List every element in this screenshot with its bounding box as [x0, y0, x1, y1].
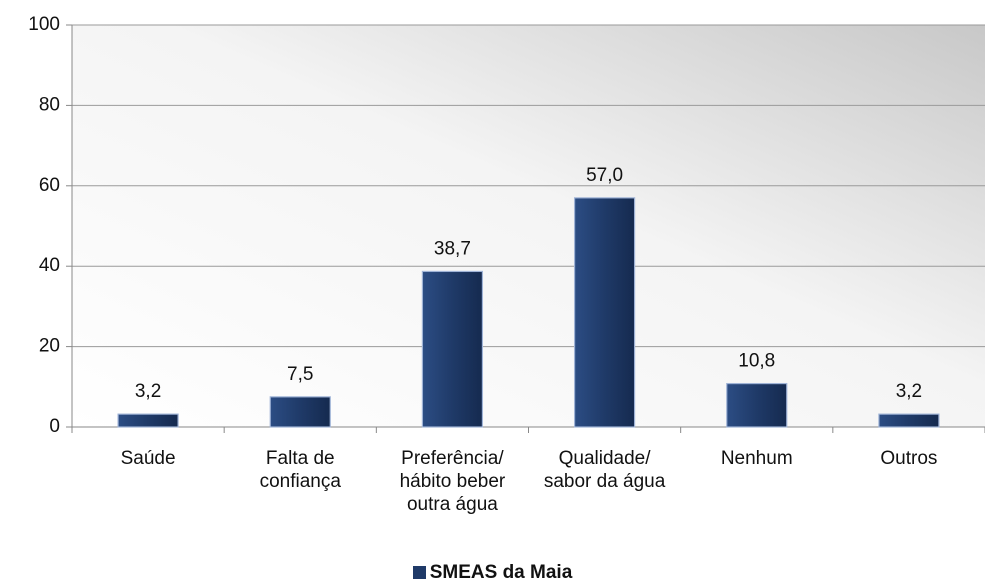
data-label: 3,2 — [135, 381, 161, 402]
plot-area — [72, 25, 985, 427]
y-tick-label: 40 — [39, 255, 60, 276]
x-tick-label: Saúde — [120, 448, 176, 469]
bar — [117, 413, 179, 428]
data-label: 3,2 — [896, 381, 922, 402]
x-tick-label: Qualidade/ sabor da água — [543, 448, 666, 492]
x-tick-label: Preferência/ hábito beber outra água — [399, 448, 506, 515]
legend-swatch — [412, 566, 426, 579]
x-tick-label: Outros — [880, 448, 938, 469]
bar — [269, 396, 331, 428]
bar — [573, 197, 636, 428]
y-tick-label: 80 — [39, 94, 60, 115]
legend-label: SMEAS da Maia — [429, 562, 573, 583]
legend: SMEAS da Maia — [0, 562, 985, 583]
bar — [421, 270, 484, 428]
data-label: 10,8 — [738, 351, 775, 372]
bar — [726, 382, 788, 428]
data-label: 57,0 — [586, 165, 623, 186]
x-tick-label: Falta de confiança — [259, 448, 341, 492]
y-tick-label: 60 — [39, 175, 60, 196]
data-label: 38,7 — [434, 238, 471, 259]
y-tick-label: 20 — [39, 336, 60, 357]
y-tick-label: 0 — [49, 416, 60, 437]
bar — [878, 413, 940, 428]
data-label: 7,5 — [287, 364, 313, 385]
x-tick-label: Nenhum — [720, 448, 793, 469]
y-tick-label: 100 — [28, 14, 60, 35]
